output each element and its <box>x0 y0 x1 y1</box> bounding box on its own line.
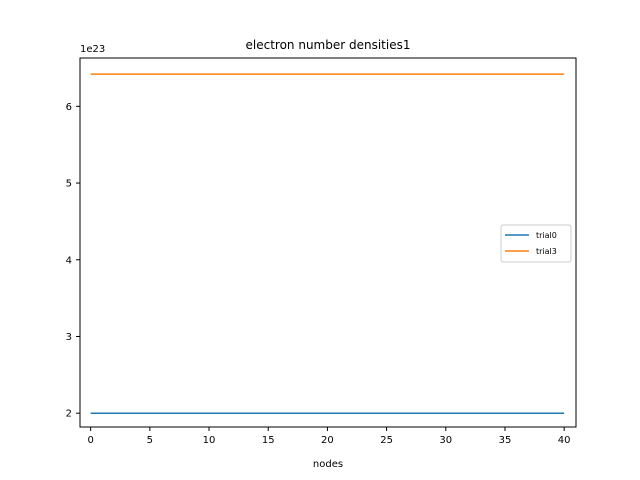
legend-label-trial3: trial3 <box>536 247 557 256</box>
x-axis-label: nodes <box>313 459 343 470</box>
x-tick-label: 20 <box>321 435 334 446</box>
y-tick-label: 6 <box>66 102 72 113</box>
x-tick-label: 30 <box>439 435 452 446</box>
x-tick-label: 15 <box>262 435 275 446</box>
x-axis: 0 5 10 15 20 25 30 35 40 <box>87 427 571 446</box>
x-tick-label: 0 <box>87 435 93 446</box>
x-tick-label: 25 <box>380 435 393 446</box>
chart-title: electron number densities1 <box>246 38 411 52</box>
x-tick-label: 40 <box>558 435 571 446</box>
y-tick-label: 5 <box>66 179 72 190</box>
y-tick-label: 3 <box>66 332 72 343</box>
x-tick-label: 35 <box>499 435 512 446</box>
plot-area <box>90 73 565 414</box>
x-tick-label: 10 <box>203 435 216 446</box>
y-offset-label: 1e23 <box>80 44 105 55</box>
legend-label-trial0: trial0 <box>536 231 557 240</box>
x-tick-label: 5 <box>147 435 153 446</box>
y-axis: 2 3 4 5 6 <box>66 102 80 420</box>
legend: trial0 trial3 <box>500 224 572 263</box>
y-tick-label: 4 <box>66 255 72 266</box>
y-tick-label: 2 <box>66 409 72 420</box>
plot-frame <box>79 57 577 428</box>
